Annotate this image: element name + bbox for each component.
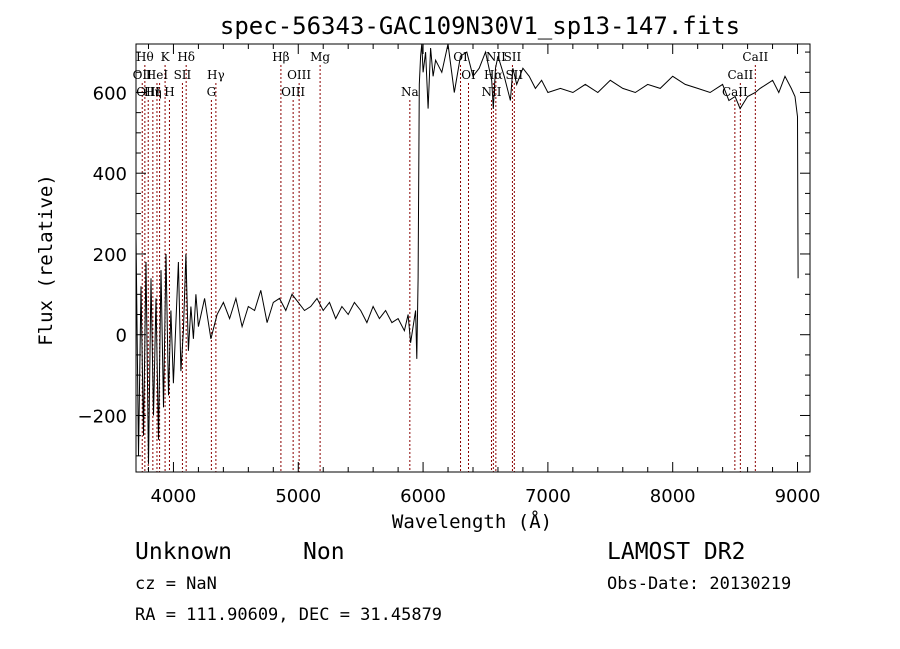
spectral-line-label: OI: [461, 68, 476, 82]
spectral-line-label: CaII: [722, 85, 748, 99]
spectral-line-label: SII: [174, 68, 192, 82]
spectral-line-label: NII: [481, 85, 501, 99]
y-tick-label: −200: [78, 406, 127, 427]
spectral-line-label: SII: [504, 50, 522, 64]
y-axis-label: Flux (relative): [35, 174, 57, 346]
redshift-text: cz = NaN: [135, 574, 217, 594]
spectral-line-markers: [141, 65, 756, 472]
x-axis-ticks: 4000 5000 6000 7000 8000 9000: [147, 44, 821, 507]
y-tick-label: 400: [93, 164, 127, 185]
object-class: Unknown: [135, 539, 232, 565]
spectral-line-label: K: [161, 50, 171, 64]
spectral-line-label: Hδ: [177, 50, 195, 64]
spectral-line-label: Hη: [144, 85, 162, 99]
spectral-line-label: H: [164, 85, 174, 99]
y-tick-label: 0: [116, 326, 127, 347]
spectrum-series-line: [135, 43, 799, 464]
plot-frame: [135, 43, 811, 473]
spectral-line-label: Na: [401, 85, 419, 99]
x-tick-label: 6000: [400, 486, 446, 507]
spectral-line-label: CaII: [742, 50, 768, 64]
x-tick-label: 8000: [650, 486, 696, 507]
obs-date: Obs-Date: 20130219: [607, 574, 791, 594]
spectral-line-label: CaII: [727, 68, 753, 82]
x-axis-label: Wavelength (Å): [392, 510, 552, 533]
y-tick-label: 200: [93, 245, 127, 266]
spectral-line-label: Hθ: [136, 50, 154, 64]
x-tick-label: 7000: [525, 486, 571, 507]
spectral-line-label: HeI: [146, 68, 169, 82]
spectral-line-label: OIII: [136, 85, 160, 99]
x-tick-label: 9000: [775, 486, 821, 507]
x-tick-label: 5000: [275, 486, 321, 507]
coordinates: RA = 111.90609, DEC = 31.45879: [135, 605, 442, 625]
spectral-line-labels: OIIHθOIIIHηHeIKHSIIHδGHγHβOIIIOIIIMgNaOI…: [133, 50, 769, 99]
spectral-line-label: NII: [486, 50, 506, 64]
y-tick-label: 600: [93, 83, 127, 104]
spectral-line-label: G: [207, 85, 217, 99]
spectral-line-label: OIII: [287, 68, 311, 82]
spectral-line-label: OIII: [281, 85, 305, 99]
spectral-line-label: Hα: [484, 68, 503, 82]
chart-title: spec-56343-GAC109N30V1_sp13-147.fits: [220, 12, 740, 40]
x-tick-label: 4000: [151, 486, 197, 507]
spectral-line-label: Hγ: [207, 68, 225, 82]
spectral-line-label: Mg: [310, 50, 330, 64]
survey-name: LAMOST DR2: [607, 539, 745, 565]
object-subclass: Non: [303, 539, 345, 565]
spectral-line-label: Hβ: [272, 50, 289, 64]
spectral-line-label: OII: [133, 68, 153, 82]
y-axis-ticks: −200 0 200 400 600: [78, 51, 810, 457]
